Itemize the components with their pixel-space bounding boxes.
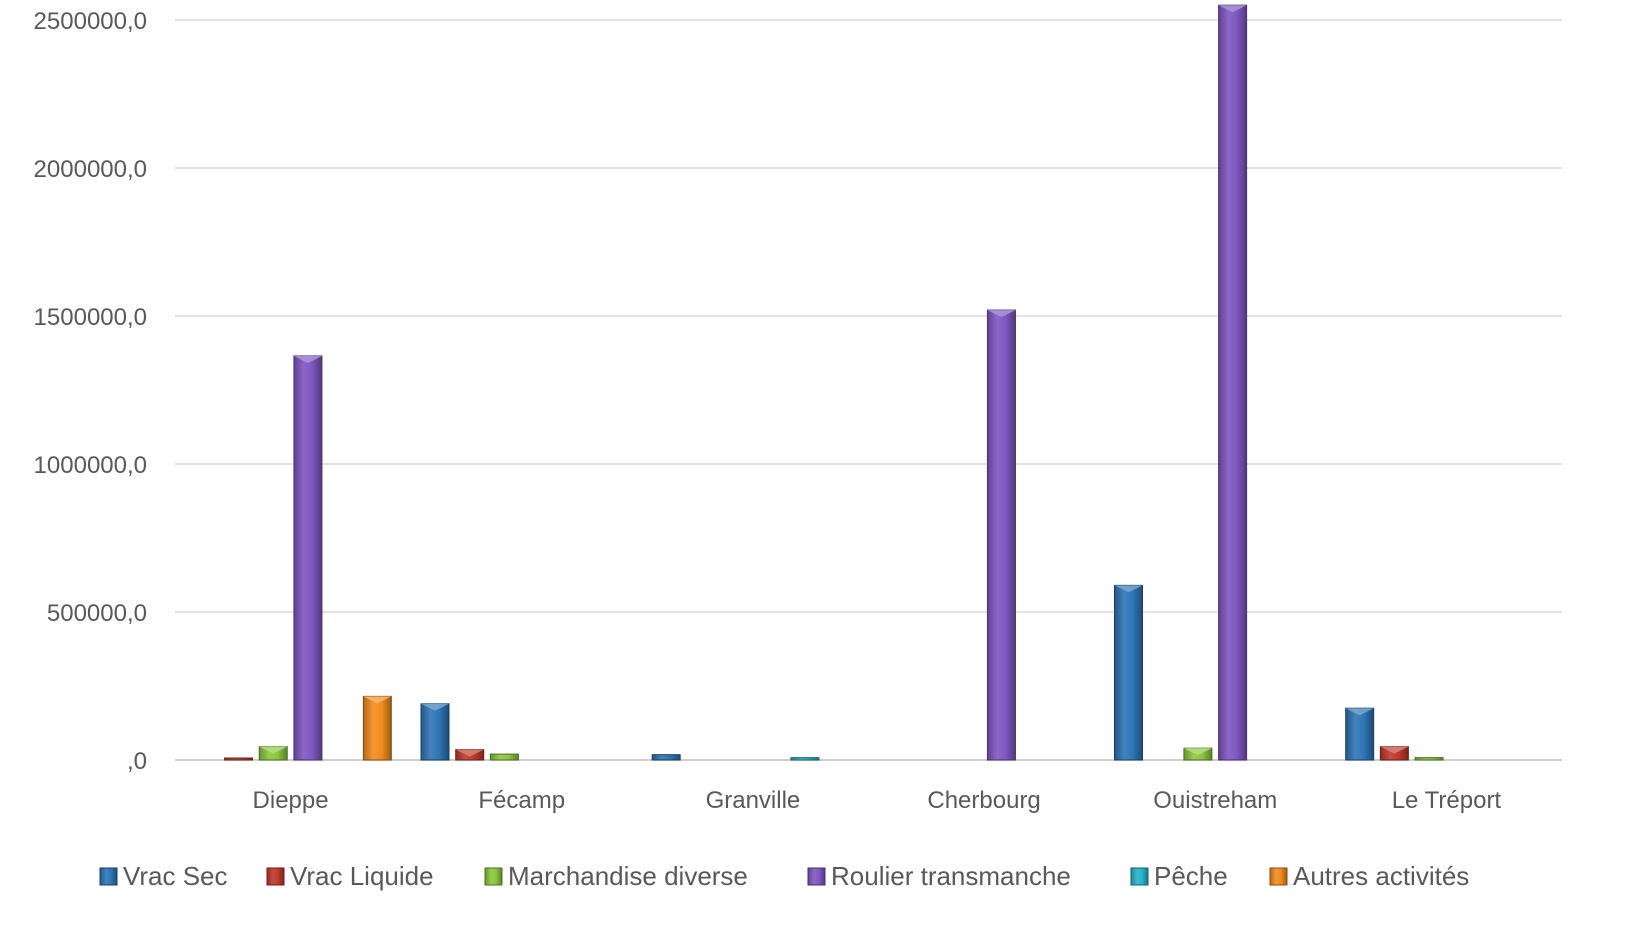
bar-body <box>362 695 392 761</box>
bar-dieppe-roulier-transmanche <box>293 355 323 761</box>
legend-label: Vrac Liquide <box>290 861 434 891</box>
legend-swatch <box>1130 867 1149 886</box>
bar-ouistreham-marchandise-diverse <box>1183 747 1213 761</box>
y-tick-label: ,0 <box>127 748 147 775</box>
bar-body <box>1114 584 1143 761</box>
x-tick-label-dieppe: Dieppe <box>253 787 329 814</box>
legend-swatch <box>266 867 285 886</box>
legend-item-autres-activites: Autres activités <box>1269 861 1469 891</box>
bar-top-bevel <box>987 310 1016 318</box>
y-tick-label: 500000,0 <box>47 600 147 627</box>
x-tick-label-granville: Granville <box>706 787 801 814</box>
x-tick-label-fecamp: Fécamp <box>478 787 565 814</box>
legend-item-roulier-transmanche: Roulier transmanche <box>807 861 1071 891</box>
bar-top-bevel <box>259 746 288 754</box>
bar-dieppe-marchandise-diverse <box>258 746 288 761</box>
legend: Vrac Sec Vrac Liquide Marchandise diverse R… <box>99 861 1469 891</box>
legend-label: Marchandise diverse <box>508 861 748 891</box>
bar-body <box>790 757 820 761</box>
y-tick-label: 1500000,0 <box>34 304 147 331</box>
x-tick-label-le-treport: Le Tréport <box>1392 787 1502 814</box>
bar-fecamp-vrac-liquide <box>455 749 485 761</box>
legend-swatch <box>99 867 118 886</box>
bar-body <box>420 703 450 761</box>
bar-top-bevel <box>421 703 449 711</box>
bar-top-bevel <box>363 696 392 704</box>
legend-item-peche: Pêche <box>1130 861 1228 891</box>
bar-ouistreham-vrac-sec <box>1114 584 1143 761</box>
legend-label: Vrac Sec <box>123 861 228 891</box>
y-tick-label: 1000000,0 <box>34 452 147 479</box>
legend-item-vrac-sec: Vrac Sec <box>99 861 228 891</box>
x-axis-ticks: Dieppe Fécamp Granville Cherbourg Ouistreham… <box>253 787 1502 814</box>
legend-label: Autres activités <box>1293 861 1469 891</box>
bar-top-bevel <box>293 355 322 363</box>
bar-top-bevel <box>1345 708 1374 716</box>
bar-body <box>293 355 323 761</box>
legend-item-marchandise-diverse: Marchandise diverse <box>484 861 748 891</box>
bar-body <box>1345 707 1375 761</box>
legend-swatch <box>1269 867 1288 886</box>
bar-body <box>986 309 1016 761</box>
legend-swatch <box>484 867 503 886</box>
bar-le-treport-vrac-sec <box>1345 707 1375 761</box>
y-axis-ticks: ,0 500000,0 1000000,0 1500000,0 2000000,0 250… <box>34 8 147 775</box>
bar-top-bevel <box>1380 746 1409 754</box>
x-tick-label-cherbourg: Cherbourg <box>927 787 1040 814</box>
bar-fecamp-marchandise-diverse <box>489 753 519 761</box>
bar-fecamp-vrac-sec <box>420 703 450 761</box>
legend-swatch <box>807 867 826 886</box>
y-tick-label: 2000000,0 <box>34 156 147 183</box>
legend-label: Roulier transmanche <box>831 861 1071 891</box>
bar-top-bevel <box>1114 585 1143 593</box>
y-tick-label: 2500000,0 <box>34 8 147 35</box>
legend-item-vrac-liquide: Vrac Liquide <box>266 861 434 891</box>
bar-granville-vrac-sec <box>651 754 681 761</box>
bar-top-bevel <box>1218 5 1247 13</box>
bar-body <box>651 754 681 761</box>
gridlines <box>175 19 1562 761</box>
bar-le-treport-marchandise-diverse <box>1414 757 1444 761</box>
bar-granville-peche <box>790 757 820 761</box>
bar-le-treport-vrac-liquide <box>1379 746 1409 761</box>
bar-top-bevel <box>455 749 484 757</box>
bar-top-bevel <box>1183 748 1212 756</box>
bar-body <box>1414 757 1444 761</box>
bar-body <box>489 753 519 761</box>
bar-body <box>1218 4 1248 761</box>
legend-label: Pêche <box>1154 861 1228 891</box>
bar-body <box>224 757 254 761</box>
x-tick-label-ouistreham: Ouistreham <box>1153 787 1277 814</box>
bars <box>224 4 1444 761</box>
bar-dieppe-vrac-liquide <box>224 757 254 761</box>
bar-cherbourg-roulier-transmanche <box>986 309 1016 761</box>
bar-dieppe-autres-activites <box>362 695 392 761</box>
bar-ouistreham-roulier-transmanche <box>1218 4 1248 761</box>
